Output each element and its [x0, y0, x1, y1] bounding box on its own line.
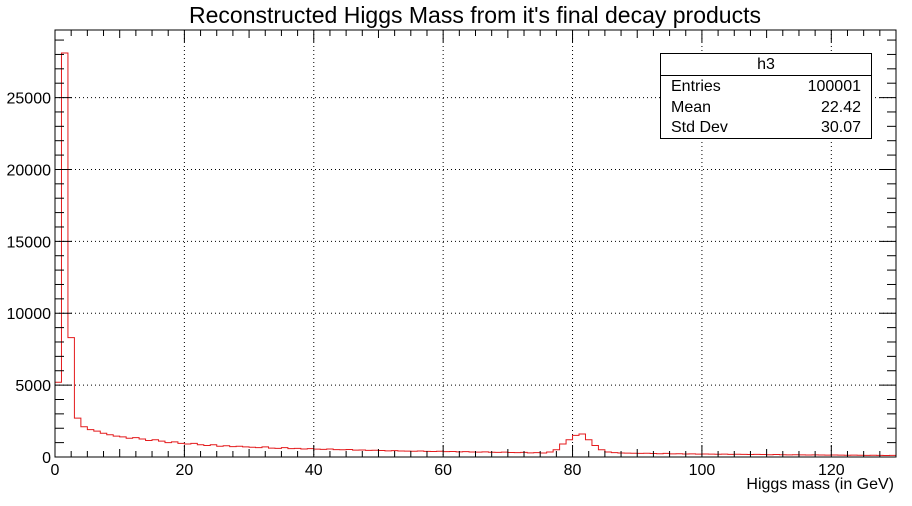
- y-tick-label: 5000: [15, 378, 51, 395]
- stats-value: 22.42: [820, 98, 861, 116]
- stats-box: h3 Entries 100001 Mean 22.42 Std Dev 30.…: [660, 53, 872, 139]
- x-axis-label: Higgs mass (in GeV): [746, 476, 894, 493]
- stats-value: 100001: [807, 78, 861, 95]
- stats-label: Entries: [671, 78, 721, 95]
- y-tick-label: 10000: [7, 306, 52, 323]
- y-tick-label: 20000: [7, 162, 52, 179]
- chart-title: Reconstructed Higgs Mass from it's final…: [189, 2, 761, 28]
- x-tick-label: 20: [175, 462, 193, 479]
- y-tick-label: 25000: [7, 91, 52, 108]
- y-tick-label: 0: [42, 450, 51, 467]
- x-tick-label: 40: [305, 462, 323, 479]
- x-tick-label: 100: [689, 462, 716, 479]
- x-tick-label: 60: [434, 462, 452, 479]
- stats-row-mean: Mean 22.42: [661, 97, 871, 118]
- x-tick-label: 0: [51, 462, 60, 479]
- stats-label: Mean: [671, 98, 712, 116]
- stats-row-entries: Entries 100001: [661, 76, 871, 97]
- stats-histogram-name: h3: [661, 54, 871, 76]
- x-tick-label: 120: [818, 462, 845, 479]
- stats-label: Std Dev: [671, 119, 728, 136]
- x-tick-label: 80: [564, 462, 582, 479]
- stats-row-stddev: Std Dev 30.07: [661, 117, 871, 138]
- y-tick-label: 15000: [7, 234, 52, 251]
- stats-value: 30.07: [820, 119, 861, 136]
